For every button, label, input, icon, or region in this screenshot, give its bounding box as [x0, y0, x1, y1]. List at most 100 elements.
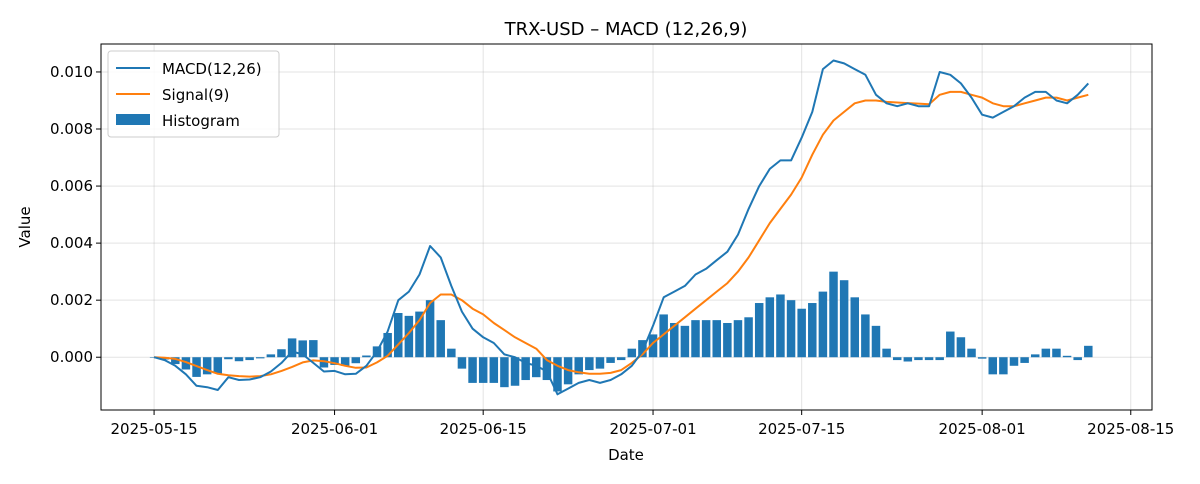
histogram-bar [319, 357, 329, 368]
grid [101, 44, 1152, 410]
histogram-bar [309, 340, 318, 358]
histogram-bar [808, 303, 817, 358]
histogram-bar [277, 349, 286, 358]
histogram-bar [1009, 357, 1019, 366]
histogram-bar [680, 325, 690, 358]
histogram-bar [914, 357, 923, 361]
histogram-bar [415, 311, 424, 358]
histogram-bar [553, 357, 562, 392]
y-tick-label: 0.000 [50, 348, 93, 366]
histogram-bar [670, 322, 679, 358]
histogram-bar [1084, 345, 1093, 358]
histogram-bar [733, 320, 743, 358]
histogram-bar [425, 300, 435, 358]
histogram-bar [638, 340, 647, 358]
histogram-bar [383, 332, 392, 358]
legend-signal-label: Signal(9) [162, 86, 229, 104]
histogram-bar [213, 357, 223, 374]
histogram-bar [394, 313, 403, 358]
histogram-bar [616, 357, 626, 361]
histogram-bar [330, 357, 339, 365]
histogram-bar [797, 308, 806, 358]
histogram-bar [245, 357, 254, 361]
histogram-bar [977, 357, 987, 359]
x-axis-ticks: 2025-05-15 2025-06-01 2025-06-15 2025-07-01… [110, 410, 1174, 438]
series-lines [153, 59, 1090, 396]
histogram-bar [585, 357, 594, 371]
histogram-bar [266, 354, 276, 358]
histogram-bar [892, 357, 902, 361]
histogram-bar [255, 357, 265, 359]
histogram-bar [712, 320, 721, 358]
histogram-bar [436, 320, 445, 358]
histogram-bar [500, 357, 509, 388]
legend-box [107, 50, 280, 138]
histogram-bar [871, 325, 881, 358]
x-axis-label: Date [608, 446, 644, 464]
plot-frame [100, 43, 1153, 411]
y-tick-label: 0.010 [50, 63, 93, 81]
histogram-bar [701, 320, 711, 358]
histogram-bar [659, 314, 668, 358]
histogram-bar [171, 357, 180, 365]
histogram-bar [234, 357, 244, 362]
histogram-bar [1073, 357, 1082, 361]
histogram-bar [224, 357, 233, 360]
legend-histogram-label: Histogram [162, 112, 240, 130]
histogram-bar [521, 357, 530, 381]
x-tick-label: 2025-06-15 [440, 420, 527, 438]
x-tick-label: 2025-06-01 [291, 420, 378, 438]
histogram-bar [818, 291, 828, 358]
legend-macd-label: MACD(12,26) [162, 60, 262, 78]
histogram-bar [181, 357, 191, 370]
y-tick-label: 0.008 [50, 120, 93, 138]
histogram-bar [776, 294, 785, 358]
histogram-bar [447, 348, 456, 358]
x-tick-label: 2025-08-01 [939, 420, 1026, 438]
histogram-bar [1041, 348, 1051, 358]
histogram-bar [362, 355, 371, 358]
histogram-bar [829, 271, 838, 358]
histogram-bar [999, 357, 1008, 375]
x-tick-label: 2025-07-15 [758, 420, 845, 438]
histogram-bar [988, 357, 998, 375]
histogram-bar [1020, 357, 1029, 363]
x-tick-label: 2025-05-15 [110, 420, 197, 438]
x-tick-label: 2025-08-15 [1087, 420, 1174, 438]
histogram-bar [595, 357, 605, 369]
histogram-bar [510, 357, 520, 386]
y-tick-label: 0.002 [50, 291, 93, 309]
histogram-bar [648, 334, 658, 358]
histogram-bar [850, 297, 859, 358]
histogram-bar [468, 357, 477, 383]
histogram-bar [542, 357, 552, 381]
histogram-bar [287, 338, 297, 358]
histogram-bar [744, 317, 753, 358]
histogram-bar [457, 357, 467, 369]
chart-title: TRX-USD – MACD (12,26,9) [504, 19, 748, 40]
histogram-bar [903, 357, 913, 362]
histogram-bar [786, 300, 796, 358]
histogram-bar [924, 357, 934, 361]
histogram-bar [627, 348, 637, 358]
histogram-bar [489, 357, 499, 383]
histogram-bar [946, 331, 955, 358]
x-tick-label: 2025-07-01 [609, 420, 696, 438]
histogram-bar [882, 348, 891, 358]
histogram-bar [1052, 348, 1061, 358]
histogram-bar [298, 340, 307, 358]
histogram-bar [532, 357, 541, 378]
y-tick-label: 0.006 [50, 177, 93, 195]
histogram-bar [861, 314, 870, 358]
histogram-bar [967, 348, 976, 358]
histogram-bar [404, 315, 414, 358]
histogram-bar [340, 357, 350, 366]
histogram-bar [956, 337, 966, 358]
y-axis-label: Value [16, 206, 34, 247]
legend: MACD(12,26) Signal(9) Histogram [107, 50, 280, 138]
macd-line [153, 59, 1090, 396]
histogram-bar [606, 357, 615, 363]
histogram-bar [1030, 354, 1040, 358]
histogram-bar [723, 322, 732, 358]
